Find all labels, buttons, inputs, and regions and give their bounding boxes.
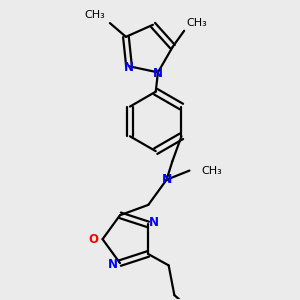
Text: CH₃: CH₃ — [201, 166, 222, 176]
Text: CH₃: CH₃ — [186, 19, 207, 28]
Text: N: N — [161, 173, 172, 186]
Text: N: N — [153, 67, 163, 80]
Text: N: N — [149, 216, 159, 229]
Text: N: N — [108, 258, 118, 271]
Text: N: N — [124, 61, 134, 74]
Text: CH₃: CH₃ — [85, 10, 105, 20]
Text: O: O — [88, 233, 98, 246]
